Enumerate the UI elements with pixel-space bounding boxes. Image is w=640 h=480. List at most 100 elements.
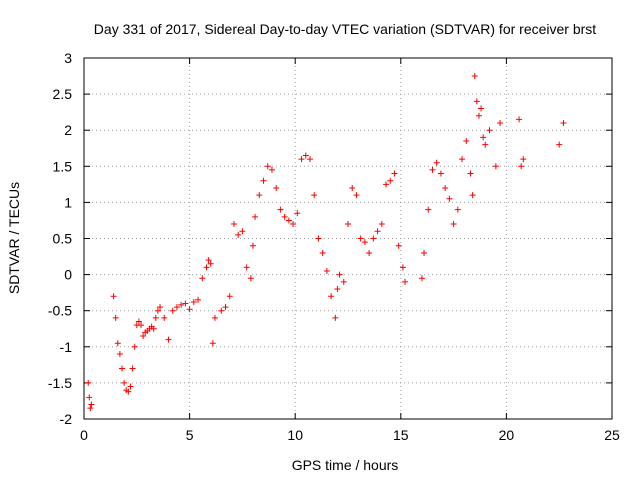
data-point [195, 296, 202, 303]
data-point [345, 221, 351, 228]
data-point [463, 138, 470, 145]
data-point [357, 235, 364, 242]
y-tick-label: -0.5 [48, 303, 72, 319]
data-point [328, 293, 335, 300]
y-tick-label: 1 [64, 194, 72, 210]
data-point [399, 264, 406, 271]
x-tick-label: 5 [186, 427, 194, 443]
x-tick-label: 10 [287, 427, 303, 443]
y-tick-label: -1.5 [48, 375, 72, 391]
data-point [182, 300, 189, 307]
data-point [418, 275, 425, 282]
data-point [190, 299, 197, 306]
data-point [446, 195, 453, 202]
data-point [319, 249, 326, 256]
data-point [311, 192, 318, 199]
data-point [556, 141, 563, 148]
y-tick-label: -1 [60, 339, 73, 355]
data-point [131, 343, 138, 350]
data-point [186, 306, 193, 313]
data-point [473, 98, 480, 105]
data-point [88, 401, 95, 408]
data-point [294, 210, 301, 217]
data-point [480, 134, 487, 141]
y-tick-label: 1.5 [53, 158, 73, 174]
data-point [437, 170, 444, 177]
data-point [119, 365, 126, 372]
y-tick-label: 2.5 [53, 86, 73, 102]
data-point [226, 293, 233, 300]
data-point [349, 184, 356, 191]
y-tick-label: 3 [64, 50, 72, 66]
data-point [114, 340, 121, 347]
data-point [516, 116, 523, 123]
data-point [298, 156, 305, 163]
data-point [150, 325, 157, 332]
data-point [285, 217, 292, 224]
data-point [459, 156, 466, 163]
data-point [249, 242, 256, 249]
data-point [112, 314, 119, 321]
data-point [211, 314, 218, 321]
data-point [306, 156, 313, 163]
data-point [138, 322, 145, 329]
data-point [203, 264, 210, 271]
data-point [161, 314, 168, 321]
data-point [361, 239, 368, 246]
data-point [86, 394, 93, 401]
data-point [165, 336, 172, 343]
data-point [475, 112, 482, 119]
data-point [370, 235, 377, 242]
data-point [222, 304, 229, 311]
data-point [497, 119, 504, 126]
data-point [281, 213, 288, 220]
data-points [85, 73, 567, 412]
data-point [277, 206, 284, 213]
data-point [467, 170, 474, 177]
data-point [209, 340, 216, 347]
data-point [442, 184, 449, 191]
data-point [243, 264, 250, 271]
x-axis-label: GPS time / hours [292, 457, 399, 473]
tick-layer: 0 5 10 15 20 25 -2 -1.5 -1 -0.5 0 0.5 1 1.5 2 2.5 3 [48, 50, 620, 443]
data-point [378, 221, 385, 228]
data-point [315, 235, 322, 242]
data-point [121, 379, 128, 386]
data-point [157, 304, 164, 311]
data-point [486, 127, 493, 134]
data-point [478, 105, 485, 112]
data-point [471, 73, 478, 80]
x-tick-label: 25 [604, 427, 620, 443]
data-point [336, 271, 343, 278]
data-point [173, 304, 180, 311]
data-point [127, 383, 134, 390]
data-point [264, 163, 271, 170]
data-point [383, 181, 390, 188]
data-point [239, 228, 246, 235]
data-point [395, 242, 402, 249]
data-point [374, 228, 381, 235]
data-point [482, 141, 489, 148]
data-point [154, 307, 161, 314]
data-point [110, 293, 117, 300]
data-point [421, 249, 428, 256]
data-point [87, 405, 94, 412]
data-point [273, 184, 280, 191]
x-tick-label: 0 [80, 427, 88, 443]
data-point [140, 332, 147, 339]
chart-title: Day 331 of 2017, Sidereal Day-to-day VTE… [94, 21, 596, 37]
y-tick-label: 0 [64, 267, 72, 283]
x-tick-label: 20 [499, 427, 515, 443]
data-point [520, 156, 527, 163]
data-point [387, 177, 394, 184]
data-point [353, 192, 360, 199]
y-tick-label: 0.5 [53, 231, 73, 247]
data-point [323, 267, 330, 274]
data-point [391, 170, 398, 177]
x-tick-label: 15 [393, 427, 409, 443]
data-point [334, 286, 341, 293]
data-point [135, 318, 142, 325]
data-point [152, 314, 159, 321]
data-point [454, 206, 461, 213]
